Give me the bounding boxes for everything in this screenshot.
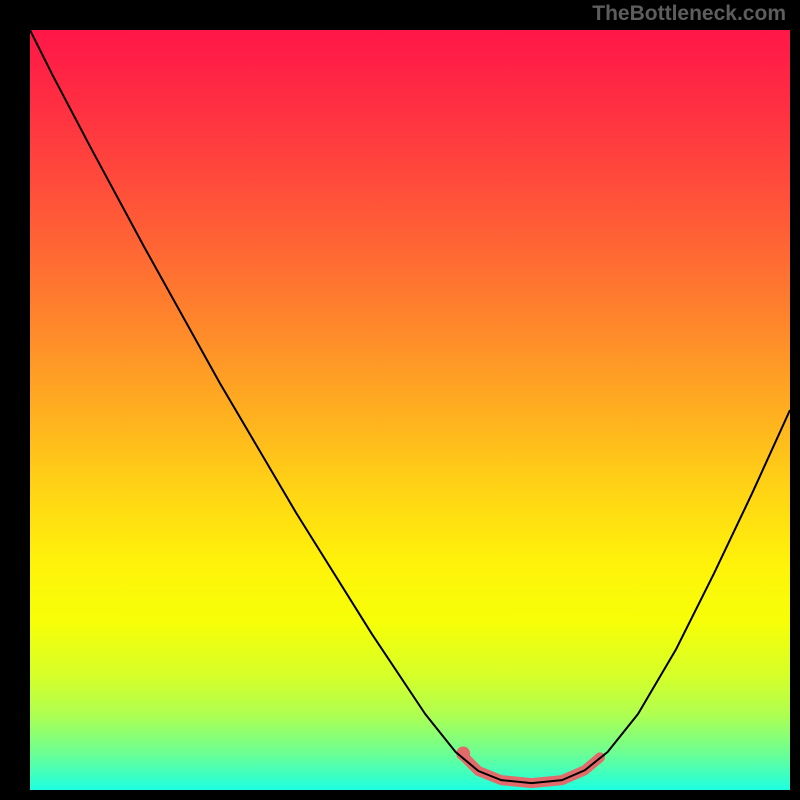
bottleneck-curve [30, 30, 790, 783]
highlight-segment [463, 756, 600, 783]
plot-area [30, 30, 790, 790]
watermark-text: TheBottleneck.com [592, 2, 786, 26]
chart-svg [30, 30, 790, 790]
chart-frame: TheBottleneck.com [0, 0, 800, 800]
